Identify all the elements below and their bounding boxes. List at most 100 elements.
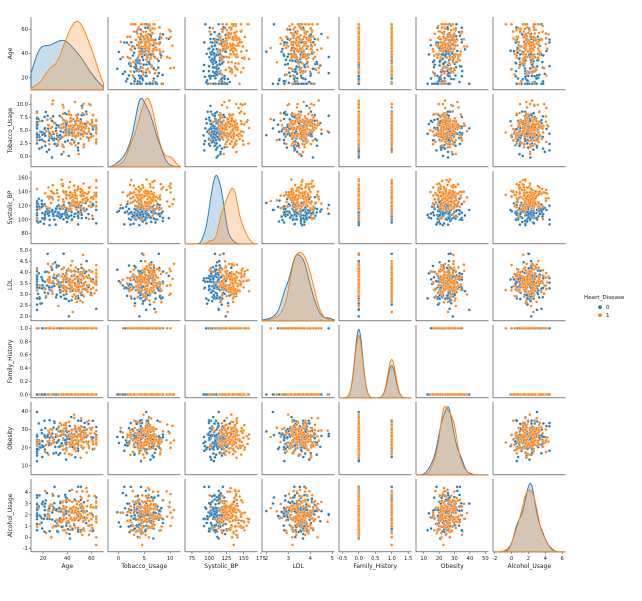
point-1 (227, 31, 231, 35)
point-0 (514, 61, 518, 65)
point-1 (298, 119, 302, 123)
point-1 (450, 150, 454, 154)
point-1 (298, 123, 302, 127)
point-0 (87, 212, 90, 216)
point-0 (46, 114, 50, 118)
point-0 (218, 152, 222, 156)
point-0 (117, 50, 121, 54)
point-0 (311, 40, 315, 44)
point-0 (76, 214, 80, 218)
panel-Tobacco_Usage-vs-Tobacco_Usage (107, 94, 181, 168)
point-1 (290, 68, 294, 72)
point-0 (52, 218, 56, 222)
point-1 (431, 70, 435, 74)
point-1 (526, 128, 530, 132)
point-0 (548, 40, 551, 44)
point-0 (161, 216, 165, 220)
point-1 (227, 132, 231, 136)
point-1 (309, 35, 313, 39)
point-1 (295, 79, 299, 83)
point-1 (158, 32, 162, 36)
point-0 (61, 217, 65, 221)
point-1 (441, 49, 445, 53)
point-1 (523, 61, 526, 65)
point-1 (294, 203, 298, 207)
point-1 (304, 53, 308, 57)
point-0 (59, 129, 63, 133)
point-1 (390, 22, 394, 26)
point-1 (90, 195, 94, 199)
point-1 (51, 102, 54, 106)
point-1 (510, 124, 513, 128)
point-1 (72, 139, 76, 143)
point-1 (68, 180, 72, 184)
point-0 (319, 207, 323, 211)
point-1 (246, 118, 250, 122)
point-1 (451, 125, 455, 129)
point-1 (308, 206, 312, 210)
point-0 (213, 43, 217, 47)
point-1 (454, 40, 458, 44)
point-1 (454, 43, 458, 47)
point-1 (526, 113, 530, 117)
point-0 (35, 126, 39, 130)
point-1 (240, 122, 244, 126)
point-1 (94, 140, 98, 144)
point-1 (239, 29, 243, 33)
point-0 (272, 22, 276, 26)
point-0 (426, 132, 430, 136)
point-0 (212, 129, 216, 133)
point-1 (458, 133, 462, 137)
point-1 (306, 65, 310, 69)
point-0 (43, 215, 47, 219)
point-0 (147, 213, 151, 217)
point-1 (243, 35, 247, 39)
point-1 (528, 47, 532, 51)
point-1 (149, 201, 153, 205)
point-0 (437, 76, 441, 80)
point-1 (297, 152, 301, 156)
point-1 (297, 35, 301, 39)
panel-Age-vs-Family_History (338, 17, 412, 91)
point-1 (303, 138, 307, 142)
point-1 (287, 190, 291, 194)
point-1 (294, 41, 298, 44)
point-0 (141, 58, 145, 62)
point-1 (151, 195, 155, 199)
point-1 (137, 46, 141, 50)
point-1 (306, 121, 310, 125)
point-1 (165, 199, 169, 203)
point-1 (62, 200, 66, 204)
point-1 (145, 68, 149, 72)
point-0 (357, 74, 361, 78)
point-0 (304, 216, 308, 220)
point-1 (529, 138, 533, 142)
point-0 (37, 197, 41, 201)
point-1 (165, 36, 169, 40)
point-1 (523, 142, 526, 146)
point-1 (121, 55, 125, 59)
point-0 (152, 216, 156, 220)
point-0 (319, 132, 323, 136)
point-1 (296, 197, 299, 201)
point-1 (149, 185, 152, 189)
point-1 (72, 184, 76, 188)
point-1 (94, 118, 98, 122)
point-1 (290, 82, 294, 86)
point-1 (460, 30, 464, 34)
point-1 (68, 133, 72, 137)
point-1 (309, 102, 313, 106)
point-0 (315, 211, 319, 214)
point-1 (305, 30, 309, 34)
point-1 (133, 204, 137, 208)
point-1 (524, 22, 527, 26)
point-1 (451, 139, 455, 143)
point-1 (235, 53, 239, 57)
point-0 (432, 65, 436, 69)
ytick-label: 80 (21, 231, 28, 237)
point-1 (540, 137, 544, 141)
point-1 (150, 65, 154, 69)
point-1 (139, 40, 143, 44)
point-1 (140, 217, 144, 221)
point-0 (202, 69, 206, 73)
